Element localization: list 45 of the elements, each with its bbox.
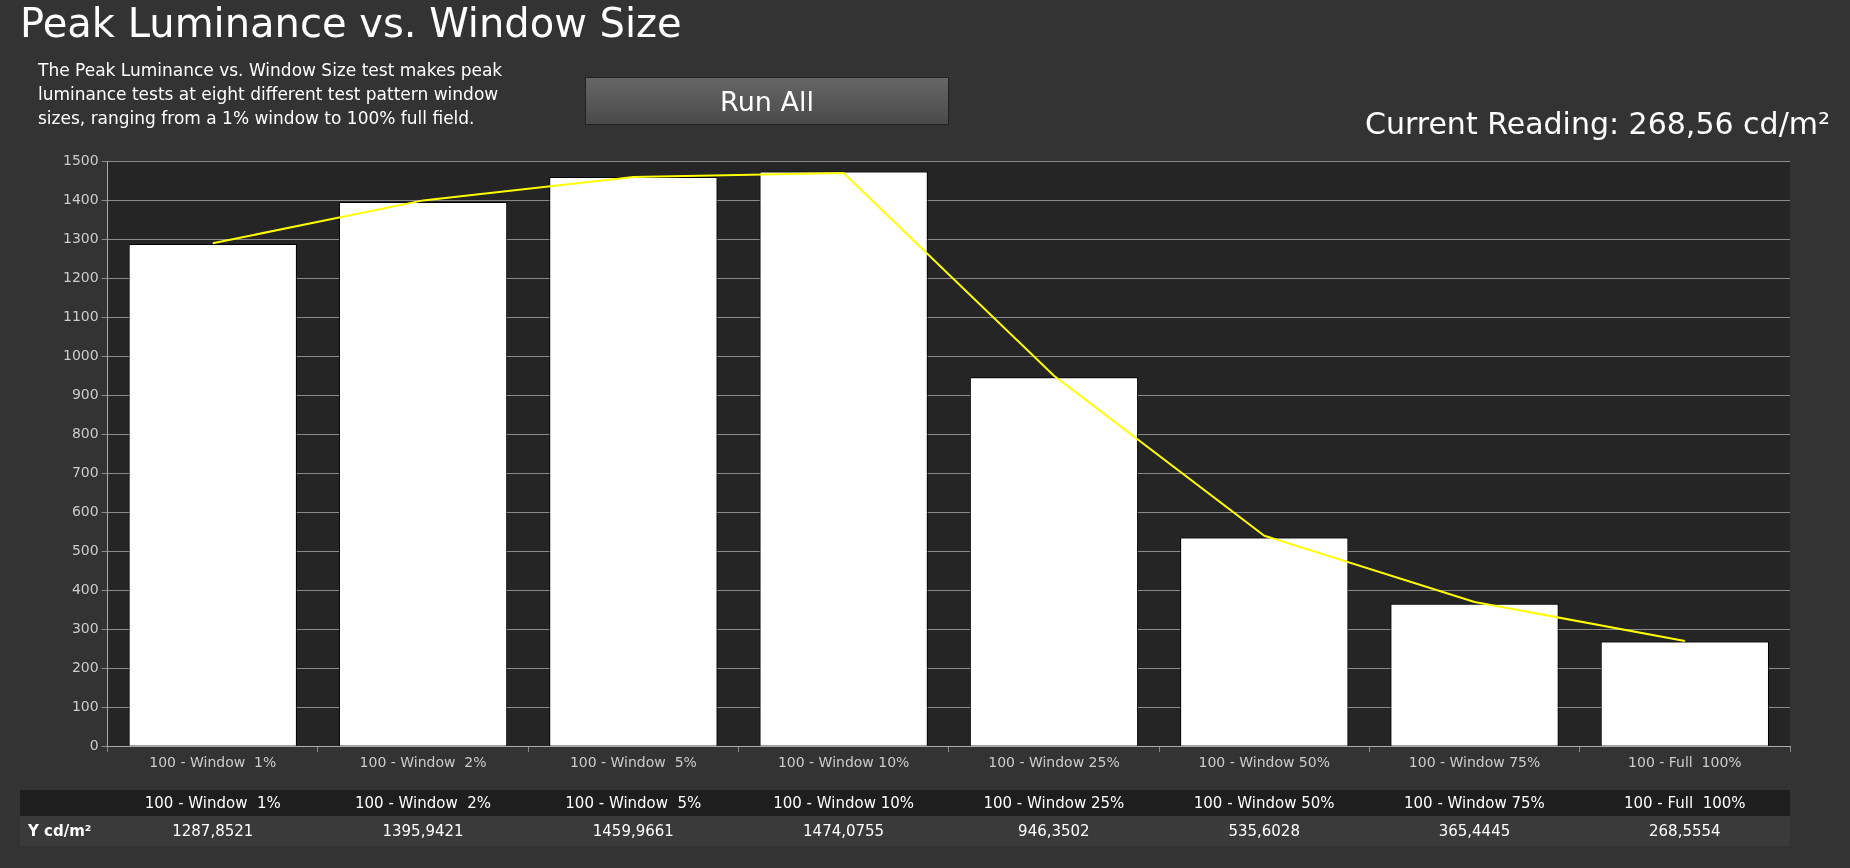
- data-label: 365,4445: [1437, 821, 1512, 842]
- category-label: 100 - Window 5%: [565, 794, 702, 812]
- x-tick-label: 100 - Window 2%: [359, 754, 487, 771]
- data-label: 1395,9421: [381, 821, 465, 842]
- text: Y cd/m²: [28, 822, 92, 840]
- y-tick-label: 1500: [62, 152, 99, 169]
- x-tick-label: 100 - Full 100%: [1628, 754, 1742, 771]
- chart-subtitle: The Peak Luminance vs. Window Size test makes peak luminance tests at eight different test pattern window sizes, ranging from a 1% window to 100% full field.: [38, 59, 504, 130]
- text: Current Reading: 268,56 cd/m²: [1364, 106, 1830, 141]
- category-label: 100 - Window 50%: [1193, 794, 1335, 812]
- x-tick-label: 100 - Window 50%: [1198, 754, 1330, 771]
- y-tick-label: 900: [71, 385, 99, 402]
- chart-title: Peak Luminance vs. Window Size: [20, 0, 682, 46]
- category-label: 100 - Full 100%: [1623, 794, 1746, 812]
- data-label: 1474,0755: [802, 821, 886, 842]
- y-tick-label: 100: [71, 697, 99, 714]
- x-tick-label: 100 - Window 75%: [1408, 754, 1541, 771]
- data-label: 1459,9661: [591, 821, 675, 842]
- category-label: 100 - Window 2%: [355, 794, 492, 812]
- category-label: 100 - Window 1%: [144, 794, 281, 812]
- y-tick-label: 700: [71, 463, 99, 480]
- category-label: 100 - Window 75%: [1404, 794, 1545, 812]
- category-label: 100 - Window 10%: [773, 794, 915, 812]
- y-tick-label: 600: [71, 502, 99, 519]
- y-tick-label: 1200: [62, 269, 99, 285]
- y-tick-label: 800: [71, 424, 99, 441]
- x-tick-label: 100 - Window 25%: [988, 754, 1120, 771]
- y-tick-label: 200: [71, 658, 99, 675]
- category-label: 100 - Window 25%: [983, 794, 1125, 812]
- text: Run All: [585, 77, 949, 125]
- y-tick-label: 1400: [62, 191, 99, 208]
- data-label: 1287,8521: [171, 821, 255, 842]
- y-tick-label: 300: [71, 619, 99, 636]
- y-tick-label: 1000: [62, 346, 99, 363]
- x-tick-label: 100 - Window 10%: [777, 754, 910, 771]
- y-tick-label: 1300: [62, 230, 99, 247]
- y-tick-label: 1100: [62, 307, 99, 324]
- y-tick-label: 0: [89, 736, 99, 753]
- y-tick-label: 500: [71, 541, 99, 558]
- data-label: 268,5554: [1648, 821, 1722, 842]
- x-tick-label: 100 - Window 1%: [149, 754, 277, 771]
- y-tick-label: 400: [71, 580, 99, 597]
- data-label: 946,3502: [1017, 821, 1091, 842]
- data-label: 535,6028: [1227, 821, 1301, 842]
- x-tick-label: 100 - Window 5%: [569, 754, 697, 771]
